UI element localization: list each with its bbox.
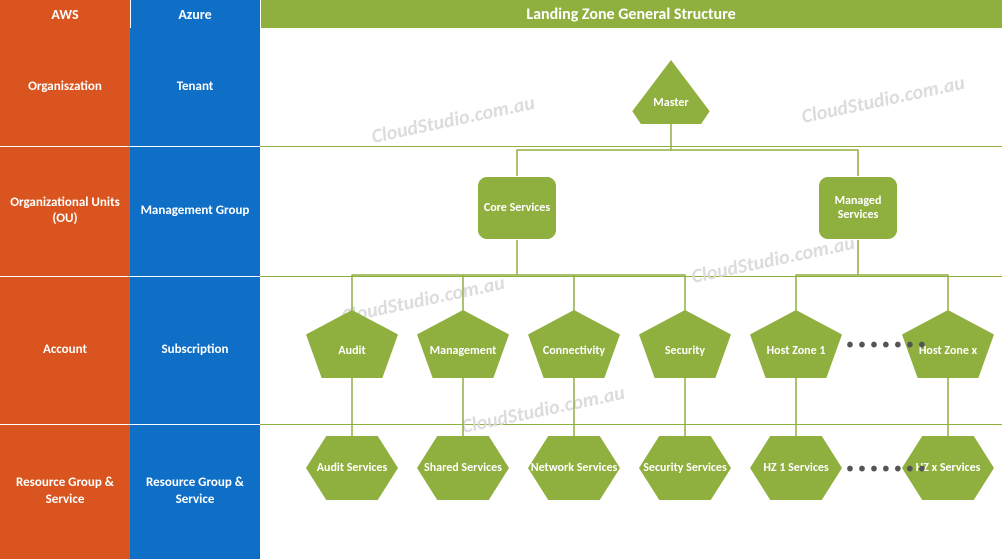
- header-title: Landing Zone General Structure: [260, 0, 1002, 28]
- node-label: Audit: [338, 330, 365, 358]
- node-conn: Connectivity: [528, 310, 620, 378]
- node-label: Master: [628, 96, 714, 110]
- node-label: Connectivity: [543, 330, 605, 358]
- row-divider-left: [0, 424, 260, 425]
- aws-row-2: Account: [0, 276, 130, 424]
- ellipsis-dots: •••••••: [846, 459, 898, 478]
- row-divider: [260, 424, 1002, 425]
- node-label: HZ 1 Services: [763, 461, 828, 475]
- node-label: Security Services: [643, 461, 727, 475]
- diagram-canvas: CloudStudio.com.au CloudStudio.com.au Clou…: [260, 28, 1002, 559]
- row-divider: [260, 276, 1002, 277]
- node-label: Shared Services: [424, 461, 502, 475]
- azure-row-1: Management Group: [130, 146, 260, 276]
- ellipsis-dots: •••••••: [846, 335, 898, 354]
- watermark: CloudStudio.com.au: [799, 71, 967, 129]
- node-mgmt: Management: [417, 310, 509, 378]
- node-label: Managed Services: [819, 194, 897, 223]
- node-audit_svc: Audit Services: [306, 436, 398, 500]
- node-managed: Managed Services: [818, 176, 898, 240]
- aws-row-3: Resource Group & Service: [0, 424, 130, 559]
- azure-row-0: Tenant: [130, 28, 260, 146]
- node-label: Security: [665, 330, 705, 358]
- node-security_svc: Security Services: [639, 436, 731, 500]
- watermark: CloudStudio.com.au: [459, 381, 627, 439]
- azure-row-3: Resource Group & Service: [130, 424, 260, 559]
- header-azure: Azure: [130, 0, 260, 28]
- aws-row-0: Organiszation: [0, 28, 130, 146]
- node-shared_svc: Shared Services: [417, 436, 509, 500]
- header-aws: AWS: [0, 0, 130, 28]
- node-hz1: Host Zone 1: [750, 310, 842, 378]
- node-sec: Security: [639, 310, 731, 378]
- node-label: Audit Services: [317, 461, 388, 475]
- row-divider-left: [0, 276, 260, 277]
- node-label: Management: [430, 330, 497, 358]
- row-divider-left: [0, 146, 260, 147]
- node-label: Network Services: [531, 461, 618, 475]
- node-master: Master: [628, 60, 714, 124]
- azure-row-2: Subscription: [130, 276, 260, 424]
- node-network_svc: Network Services: [528, 436, 620, 500]
- node-core: Core Services: [477, 176, 557, 240]
- watermark: CloudStudio.com.au: [369, 91, 537, 149]
- node-hz1_svc: HZ 1 Services: [750, 436, 842, 500]
- aws-row-1: Organizational Units (OU): [0, 146, 130, 276]
- diagram-root: AWS Azure Landing Zone General Structure…: [0, 0, 1002, 559]
- node-label: Host Zone 1: [767, 330, 826, 358]
- node-label: Core Services: [484, 201, 550, 215]
- row-divider: [260, 146, 1002, 147]
- node-audit: Audit: [306, 310, 398, 378]
